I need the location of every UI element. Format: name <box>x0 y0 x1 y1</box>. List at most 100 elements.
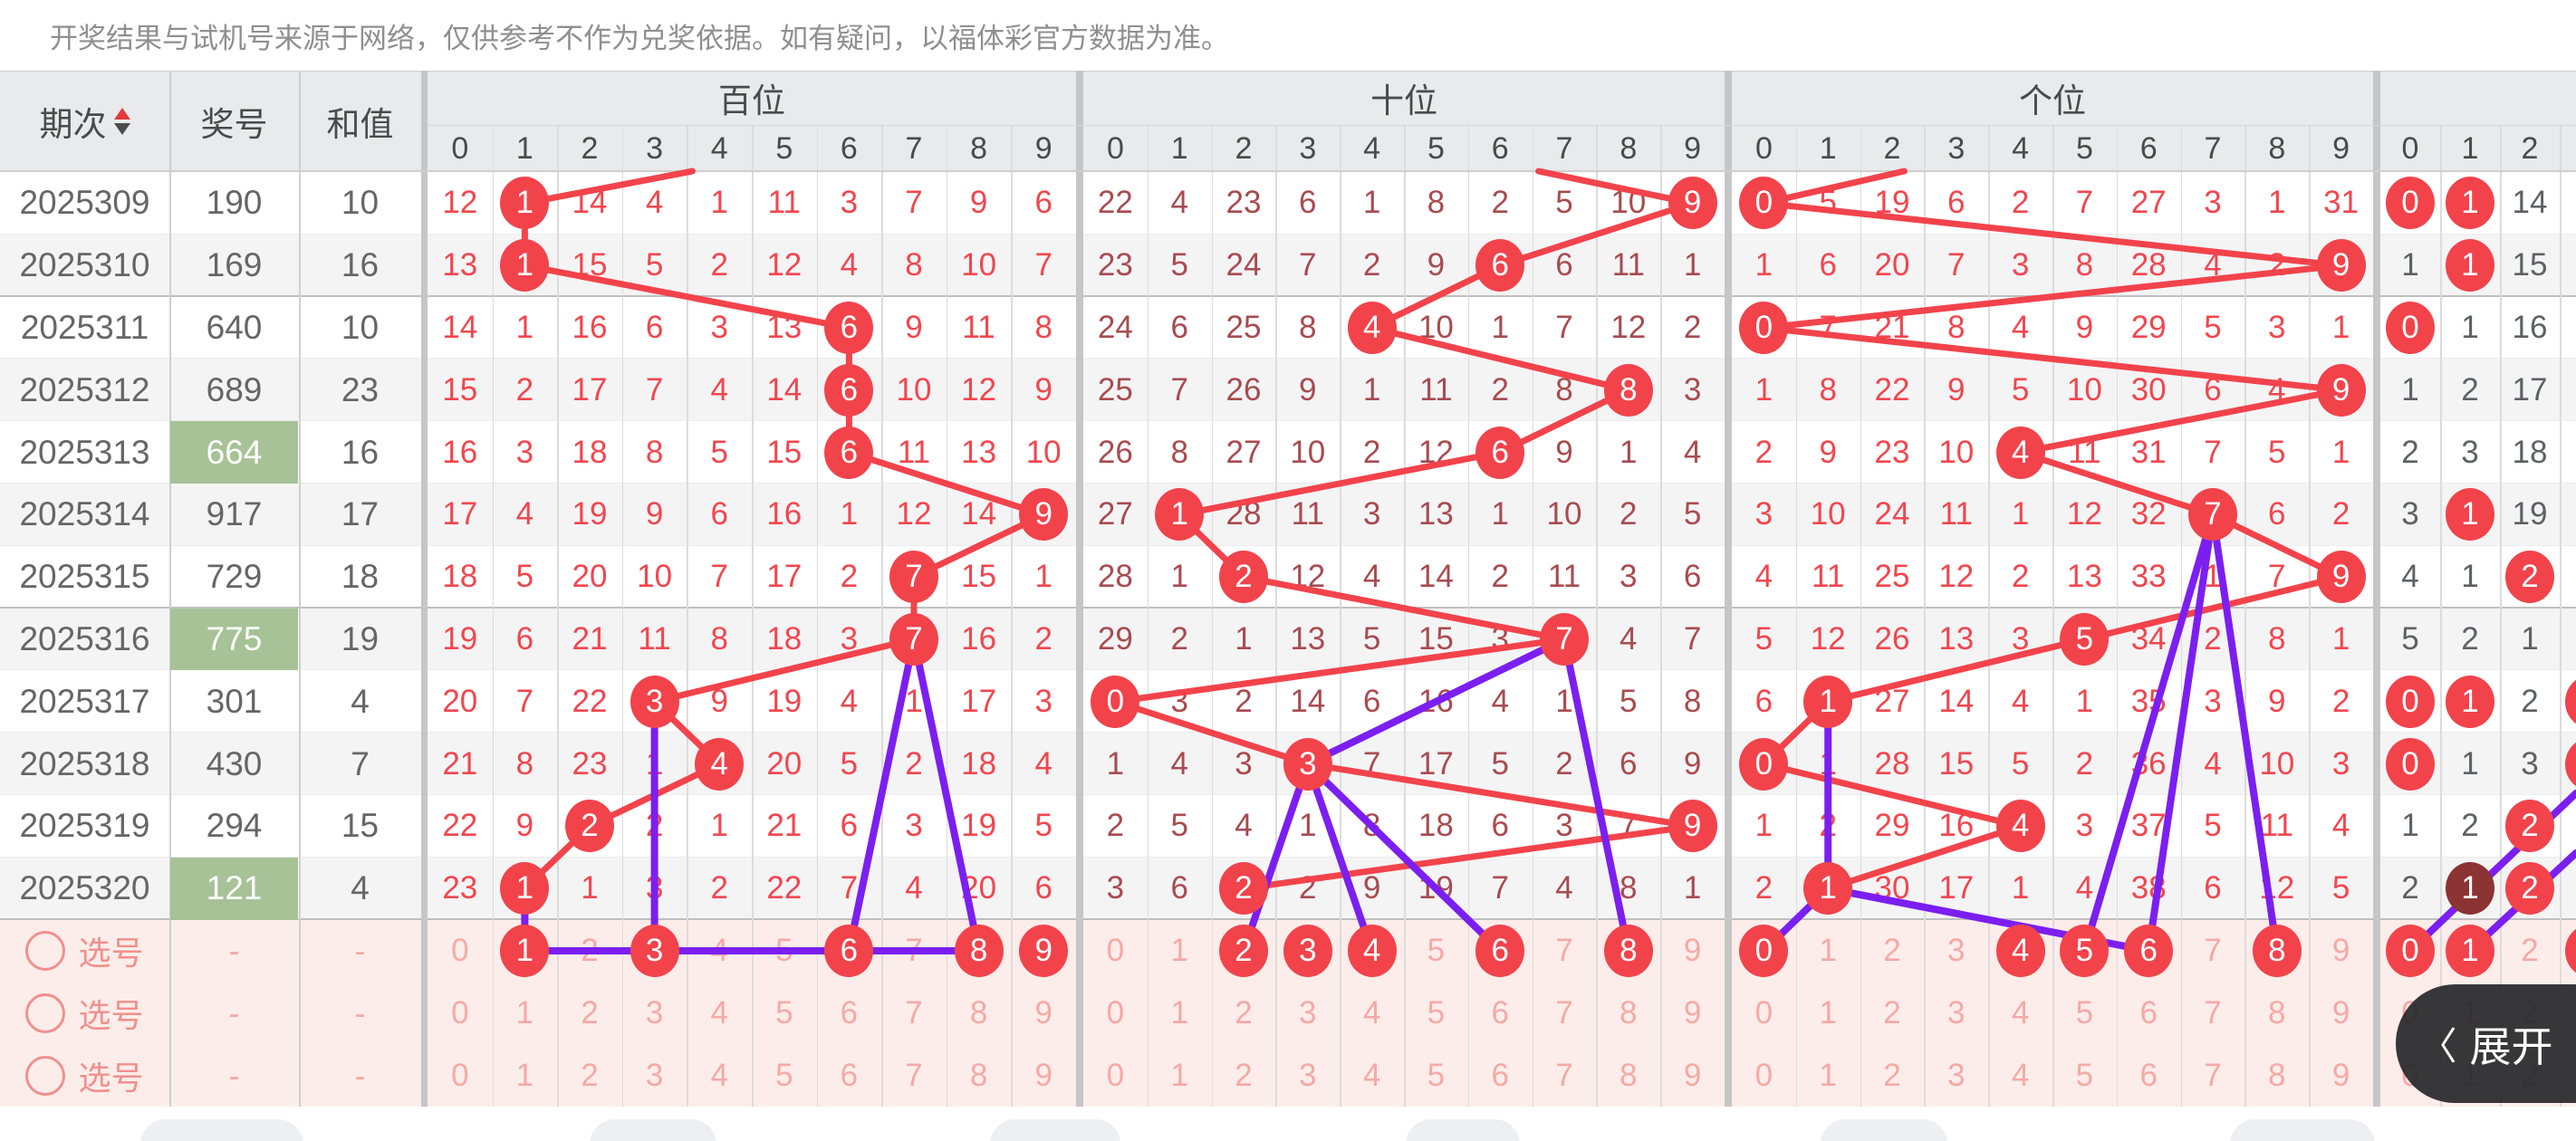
select-digit-cell[interactable]: 7 <box>1533 982 1597 1044</box>
select-digit-cell[interactable]: 6 <box>1468 982 1533 1044</box>
select-digit-cell[interactable]: 6 <box>2117 1044 2181 1107</box>
select-digit-cell[interactable]: 6 <box>817 1044 882 1107</box>
select-digit-cell[interactable]: 5 <box>1404 982 1468 1044</box>
select-digit-cell[interactable]: 9 <box>1011 982 1076 1044</box>
drawn-digit-circle[interactable]: 0 <box>2386 925 2435 977</box>
drawn-digit-circle[interactable]: 3 <box>630 925 679 977</box>
select-digit-cell[interactable]: 5 <box>752 1044 817 1107</box>
drawn-digit-circle[interactable]: 3 <box>1283 925 1332 977</box>
select-digit-cell[interactable]: 8 <box>1596 982 1660 1044</box>
select-row-label[interactable]: 选号 <box>0 920 169 983</box>
drawn-digit-circle[interactable]: 8 <box>954 925 1004 977</box>
select-digit-cell[interactable]: 5 <box>752 982 817 1044</box>
select-digit-cell[interactable]: 0 <box>1732 982 1796 1044</box>
select-digit-cell[interactable]: 7 <box>1533 920 1597 983</box>
select-digit-cell[interactable]: 7 <box>2181 1044 2245 1107</box>
select-digit-cell[interactable]: 9 <box>2309 920 2373 983</box>
select-digit-cell[interactable]: 5 <box>1404 920 1468 983</box>
select-digit-cell[interactable]: 0 <box>1083 982 1148 1044</box>
select-digit-cell[interactable]: 1 <box>493 1044 558 1107</box>
drawn-digit-circle[interactable]: 8 <box>1603 925 1653 977</box>
select-digit-cell[interactable]: 1 <box>1148 1044 1212 1107</box>
drawn-digit-circle[interactable]: 9 <box>1019 925 1069 977</box>
drawn-digit-circle[interactable]: 4 <box>1347 925 1397 977</box>
select-digit-cell[interactable]: 1 <box>1148 982 1212 1044</box>
drawn-digit-circle[interactable]: 6 <box>1475 925 1525 977</box>
select-digit-cell[interactable]: 5 <box>1404 1044 1468 1107</box>
select-digit-cell[interactable]: 3 <box>1924 1044 1988 1107</box>
select-digit-cell[interactable]: 8 <box>2244 1044 2309 1107</box>
select-digit-cell[interactable]: 4 <box>687 982 752 1044</box>
select-digit-cell[interactable]: 9 <box>1660 920 1725 983</box>
period-header[interactable]: 期次 <box>0 71 169 172</box>
select-digit-cell[interactable]: 8 <box>1596 1044 1660 1107</box>
select-digit-cell[interactable]: 4 <box>687 920 752 983</box>
drawn-digit-circle[interactable]: 6 <box>824 925 874 977</box>
select-digit-cell[interactable]: 1 <box>493 982 558 1044</box>
select-digit-cell[interactable]: 0 <box>428 920 493 983</box>
select-digit-cell[interactable]: 6 <box>1468 1044 1533 1107</box>
select-digit-cell[interactable]: 2 <box>557 1044 622 1107</box>
select-digit-cell[interactable]: 2 <box>1860 982 1925 1044</box>
select-digit-cell[interactable]: 2 <box>2500 920 2560 983</box>
select-digit-cell[interactable]: 7 <box>2181 982 2245 1044</box>
select-digit-cell[interactable]: 2 <box>557 982 622 1044</box>
select-digit-cell[interactable]: 4 <box>1340 1044 1404 1107</box>
select-digit-cell[interactable]: 4 <box>687 1044 752 1107</box>
select-digit-cell[interactable]: 9 <box>2309 982 2373 1044</box>
select-digit-cell[interactable]: 3 <box>1275 1044 1340 1107</box>
bottom-pill-button[interactable] <box>1821 1119 1947 1141</box>
select-digit-cell[interactable]: 7 <box>881 982 947 1044</box>
select-digit-cell[interactable]: 2 <box>1212 1044 1276 1107</box>
select-digit-cell[interactable]: 9 <box>1660 1044 1725 1107</box>
select-digit-cell[interactable]: 0 <box>428 1044 493 1107</box>
select-digit-cell[interactable]: 4 <box>1988 1044 2052 1107</box>
select-digit-cell[interactable]: 8 <box>2244 982 2309 1044</box>
select-radio-icon[interactable] <box>25 1055 66 1096</box>
select-radio-icon[interactable] <box>25 930 66 971</box>
drawn-digit-circle[interactable]: 2 <box>1219 925 1268 977</box>
select-digit-cell[interactable]: 2 <box>1212 982 1276 1044</box>
drawn-digit-circle[interactable]: 0 <box>1739 925 1789 977</box>
bottom-pill-button[interactable] <box>990 1119 1120 1141</box>
drawn-digit-circle[interactable]: 5 <box>2060 925 2110 977</box>
select-digit-cell[interactable]: 1 <box>1796 1044 1860 1107</box>
select-digit-cell[interactable]: 6 <box>2117 982 2181 1044</box>
select-digit-cell[interactable]: 0 <box>428 982 493 1044</box>
select-digit-cell[interactable]: 9 <box>2309 1044 2373 1107</box>
select-digit-cell[interactable]: 3 <box>1275 982 1340 1044</box>
select-digit-cell[interactable]: 1 <box>1796 920 1860 983</box>
select-digit-cell[interactable]: 7 <box>1533 1044 1597 1107</box>
select-digit-cell[interactable]: 9 <box>1011 1044 1076 1107</box>
bottom-pill-button[interactable] <box>590 1119 716 1141</box>
select-digit-cell[interactable]: 5 <box>2052 982 2117 1044</box>
select-digit-cell[interactable]: 4 <box>1988 982 2052 1044</box>
select-digit-cell[interactable]: 0 <box>1083 1044 1148 1107</box>
select-digit-cell[interactable]: 9 <box>1660 982 1725 1044</box>
select-digit-cell[interactable]: 2 <box>1860 1044 1925 1107</box>
drawn-digit-circle[interactable]: 4 <box>1995 925 2045 977</box>
select-digit-cell[interactable]: 7 <box>881 1044 947 1107</box>
select-digit-cell[interactable]: 5 <box>752 920 817 983</box>
sort-icon[interactable] <box>113 108 130 135</box>
select-radio-icon[interactable] <box>25 992 66 1033</box>
select-digit-cell[interactable]: 6 <box>817 982 882 1044</box>
drawn-digit-circle[interactable]: 1 <box>2446 925 2494 977</box>
drawn-digit-circle[interactable]: 8 <box>2252 925 2302 977</box>
expand-button[interactable]: 〈 展开 <box>2396 984 2576 1103</box>
select-digit-cell[interactable]: 5 <box>2052 1044 2117 1107</box>
select-digit-cell[interactable]: 3 <box>1924 982 1988 1044</box>
select-digit-cell[interactable]: 8 <box>947 1044 1012 1107</box>
bottom-pill-button[interactable] <box>2230 1119 2375 1141</box>
select-digit-cell[interactable]: 1 <box>1796 982 1860 1044</box>
select-digit-cell[interactable]: 0 <box>1083 920 1148 983</box>
select-digit-cell[interactable]: 3 <box>622 982 687 1044</box>
select-digit-cell[interactable]: 1 <box>1148 920 1212 983</box>
select-digit-cell[interactable]: 2 <box>1860 920 1925 983</box>
select-row-label[interactable]: 选号 <box>0 1044 169 1107</box>
select-digit-cell[interactable]: 2 <box>557 920 622 983</box>
select-digit-cell[interactable]: 3 <box>622 1044 687 1107</box>
select-digit-cell[interactable]: 7 <box>881 920 947 983</box>
bottom-pill-button[interactable] <box>140 1119 303 1141</box>
select-digit-cell[interactable]: 7 <box>2181 920 2245 983</box>
